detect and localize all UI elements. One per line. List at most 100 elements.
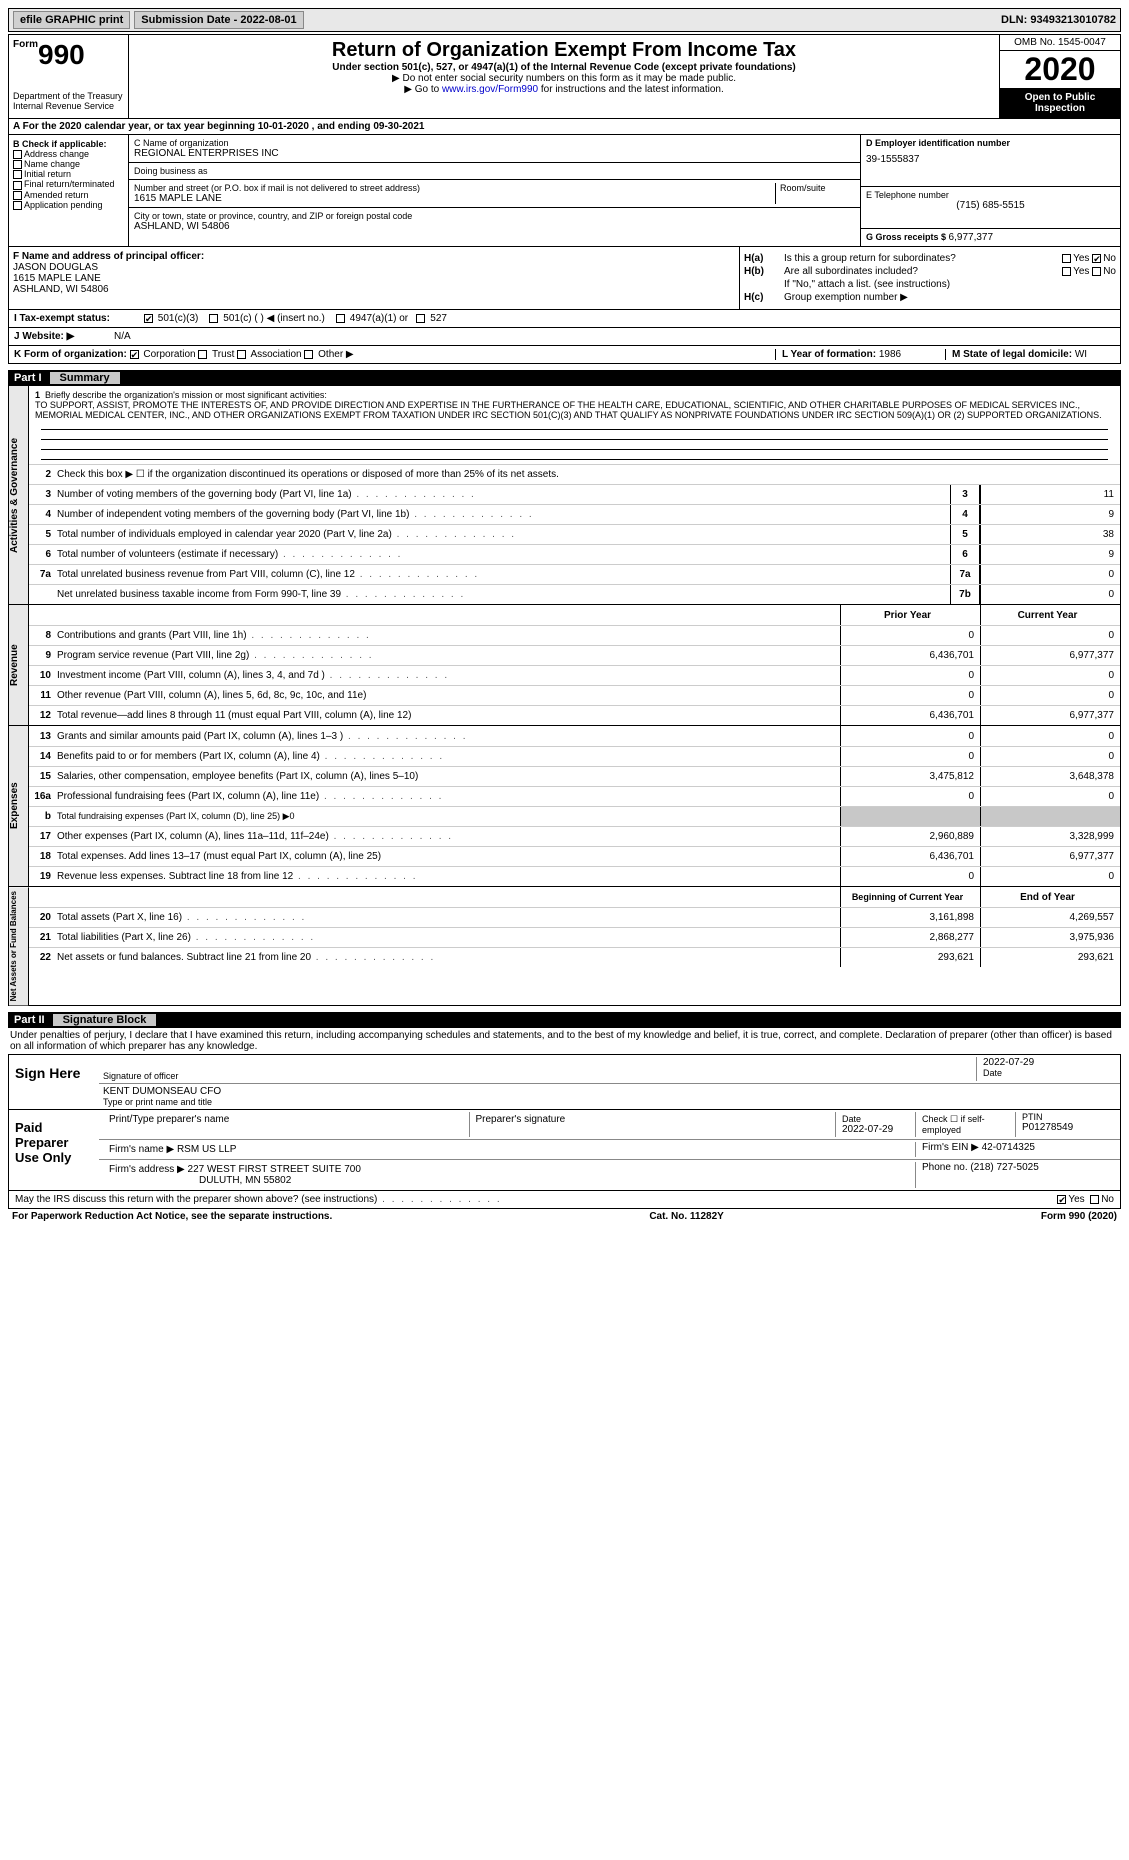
cb-name-change[interactable]: Name change bbox=[13, 159, 124, 169]
discuss-no-cb[interactable] bbox=[1090, 1195, 1099, 1204]
line-13-text: Grants and similar amounts paid (Part IX… bbox=[57, 729, 840, 744]
efile-print-button[interactable]: efile GRAPHIC print bbox=[13, 11, 130, 29]
dln-value: 93493213010782 bbox=[1030, 14, 1116, 26]
line-14-curr: 0 bbox=[980, 747, 1120, 766]
city-cell: City or town, state or province, country… bbox=[129, 208, 860, 235]
dln-label: DLN: bbox=[1001, 14, 1030, 26]
line-9-text: Program service revenue (Part VIII, line… bbox=[57, 648, 840, 663]
governance-body: 1 Briefly describe the organization's mi… bbox=[29, 386, 1120, 604]
line-21-text: Total liabilities (Part X, line 26) bbox=[57, 930, 840, 945]
discuss-yes-cb[interactable] bbox=[1057, 1195, 1066, 1204]
l-value: 1986 bbox=[879, 349, 901, 360]
h-a-no: No bbox=[1103, 253, 1116, 264]
line-12-prior: 6,436,701 bbox=[840, 706, 980, 725]
dba-label: Doing business as bbox=[134, 166, 855, 176]
prep-date-cell: Date 2022-07-29 bbox=[836, 1112, 916, 1137]
line-7b-box: 7b bbox=[950, 585, 980, 604]
cb-501c3[interactable] bbox=[144, 314, 153, 323]
address-label: Number and street (or P.O. box if mail i… bbox=[134, 183, 775, 193]
ein-cell: D Employer identification number 39-1555… bbox=[861, 135, 1120, 187]
cb-application-pending[interactable]: Application pending bbox=[13, 200, 124, 210]
line-4-box: 4 bbox=[950, 505, 980, 524]
firm-name-cell: Firm's name ▶ RSM US LLP bbox=[103, 1142, 916, 1157]
mission-text: TO SUPPORT, ASSIST, PROMOTE THE INTEREST… bbox=[35, 400, 1102, 420]
section-governance: Activities & Governance 1 Briefly descri… bbox=[8, 386, 1121, 605]
cb-corp[interactable] bbox=[130, 350, 139, 359]
line-22-beg: 293,621 bbox=[840, 948, 980, 967]
i-501c: 501(c) ( ) ◀ (insert no.) bbox=[223, 313, 325, 324]
line-11-prior: 0 bbox=[840, 686, 980, 705]
line-16a-curr: 0 bbox=[980, 787, 1120, 806]
cb-trust[interactable] bbox=[198, 350, 207, 359]
officer-addr1: 1615 MAPLE LANE bbox=[13, 273, 735, 284]
form-header: Form990 Department of the Treasury Inter… bbox=[8, 34, 1121, 119]
line-16b-text: Total fundraising expenses (Part IX, col… bbox=[57, 809, 840, 824]
line-20-beg: 3,161,898 bbox=[840, 908, 980, 927]
h-c-text: Group exemption number ▶ bbox=[784, 292, 1116, 303]
m-label: M State of legal domicile: bbox=[952, 349, 1075, 360]
goto-post: for instructions and the latest informat… bbox=[538, 84, 724, 95]
col-deg: D Employer identification number 39-1555… bbox=[860, 135, 1120, 246]
i-527: 527 bbox=[430, 313, 447, 324]
line-18-prior: 6,436,701 bbox=[840, 847, 980, 866]
room-label: Room/suite bbox=[780, 183, 855, 193]
prep-check-self: Check ☐ if self-employed bbox=[916, 1112, 1016, 1137]
prep-name-label: Print/Type preparer's name bbox=[103, 1112, 470, 1137]
sig-date-value: 2022-07-29 bbox=[983, 1057, 1116, 1068]
line-8: 8Contributions and grants (Part VIII, li… bbox=[29, 625, 1120, 645]
line-8-curr: 0 bbox=[980, 626, 1120, 645]
line-3-val: 11 bbox=[980, 485, 1120, 504]
discuss-text: May the IRS discuss this return with the… bbox=[15, 1194, 1057, 1205]
cb-4947[interactable] bbox=[336, 314, 345, 323]
mission-label: Briefly describe the organization's miss… bbox=[45, 390, 327, 400]
h-b-note: If "No," attach a list. (see instruction… bbox=[744, 279, 1116, 290]
j-label: J Website: ▶ bbox=[14, 331, 114, 342]
goto-pre: ▶ Go to bbox=[404, 84, 442, 95]
line-7a-box: 7a bbox=[950, 565, 980, 584]
cb-initial-return[interactable]: Initial return bbox=[13, 169, 124, 179]
page-footer: For Paperwork Reduction Act Notice, see … bbox=[8, 1209, 1121, 1224]
line-22-text: Net assets or fund balances. Subtract li… bbox=[57, 950, 840, 965]
line-4-text: Number of independent voting members of … bbox=[57, 507, 950, 522]
discuss-yes: Yes bbox=[1068, 1194, 1084, 1205]
k-other: Other ▶ bbox=[318, 349, 353, 360]
paid-preparer-body: Print/Type preparer's name Preparer's si… bbox=[99, 1110, 1120, 1190]
tab-revenue: Revenue bbox=[9, 605, 29, 725]
revenue-header-row: Prior YearCurrent Year bbox=[29, 605, 1120, 625]
m-value: WI bbox=[1075, 349, 1087, 360]
line-5-val: 38 bbox=[980, 525, 1120, 544]
officer-label: F Name and address of principal officer: bbox=[13, 251, 735, 262]
cb-501c[interactable] bbox=[209, 314, 218, 323]
sig-date-cell: 2022-07-29 Date bbox=[976, 1057, 1116, 1081]
line-17-prior: 2,960,889 bbox=[840, 827, 980, 846]
h-a-yes-cb[interactable] bbox=[1062, 254, 1071, 263]
line-16b-shaded2 bbox=[980, 807, 1120, 826]
cb-address-change[interactable]: Address change bbox=[13, 149, 124, 159]
ein-value: 39-1555837 bbox=[866, 154, 1115, 165]
k-form-org: K Form of organization: Corporation Trus… bbox=[14, 349, 775, 360]
cb-other[interactable] bbox=[304, 350, 313, 359]
line-5: 5Total number of individuals employed in… bbox=[29, 524, 1120, 544]
sig-officer-name: KENT DUMONSEAU CFO bbox=[103, 1086, 1116, 1097]
line-8-text: Contributions and grants (Part VIII, lin… bbox=[57, 628, 840, 643]
h-a-no-cb[interactable] bbox=[1092, 254, 1101, 263]
ptin-label: PTIN bbox=[1022, 1112, 1116, 1122]
h-b-no-cb[interactable] bbox=[1092, 267, 1101, 276]
cb-final-return[interactable]: Final return/terminated bbox=[13, 179, 124, 189]
line-16a-text: Professional fundraising fees (Part IX, … bbox=[57, 789, 840, 804]
irs-link[interactable]: www.irs.gov/Form990 bbox=[442, 84, 538, 95]
h-b-yes-cb[interactable] bbox=[1062, 267, 1071, 276]
h-b-row: H(b) Are all subordinates included? Yes … bbox=[744, 266, 1116, 277]
penalties-text: Under penalties of perjury, I declare th… bbox=[8, 1028, 1121, 1054]
paid-preparer-row: Paid Preparer Use Only Print/Type prepar… bbox=[9, 1110, 1120, 1191]
line-7a-text: Total unrelated business revenue from Pa… bbox=[57, 567, 950, 582]
line-11-text: Other revenue (Part VIII, column (A), li… bbox=[57, 688, 840, 703]
firm-ein-value: 42-0714325 bbox=[982, 1142, 1035, 1153]
line-13-prior: 0 bbox=[840, 726, 980, 746]
ptin-value: P01278549 bbox=[1022, 1122, 1116, 1133]
line-10-curr: 0 bbox=[980, 666, 1120, 685]
cb-527[interactable] bbox=[416, 314, 425, 323]
cb-assoc[interactable] bbox=[237, 350, 246, 359]
cb-amended-return[interactable]: Amended return bbox=[13, 190, 124, 200]
h-a-text: Is this a group return for subordinates? bbox=[784, 253, 1062, 264]
